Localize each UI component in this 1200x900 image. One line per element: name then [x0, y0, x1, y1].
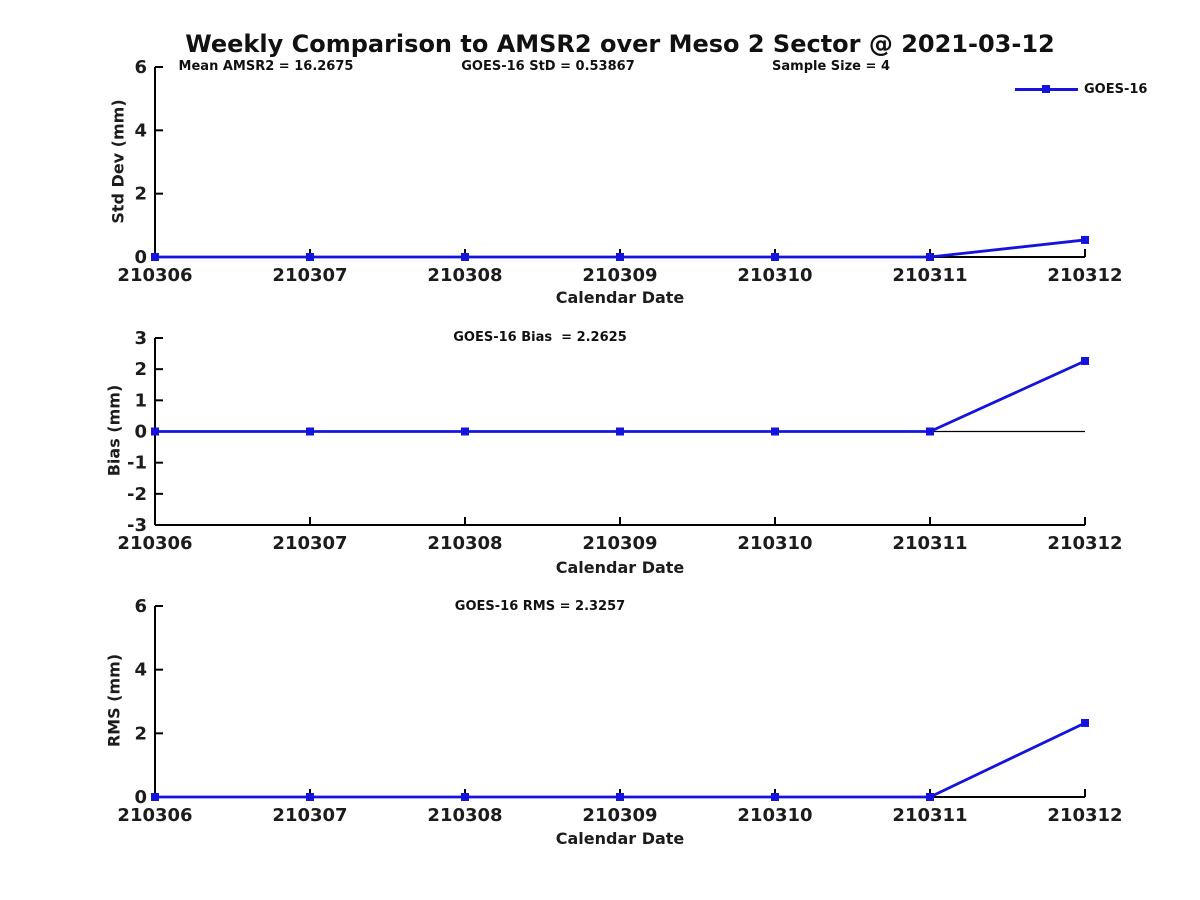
data-marker	[306, 427, 314, 436]
data-marker	[616, 253, 624, 261]
x-tick-label: 210308	[427, 805, 502, 826]
y-tick-label: 2	[134, 723, 147, 744]
x-axis-label-calendar-date-2: Calendar Date	[555, 558, 685, 577]
y-tick-label: 4	[134, 660, 147, 681]
y-tick-label: 1	[134, 390, 147, 411]
x-tick-label: 210310	[737, 265, 812, 286]
x-tick-label: 210307	[272, 265, 347, 286]
data-marker	[771, 427, 779, 436]
y-tick-label: 0	[134, 422, 147, 443]
x-tick-label: 210306	[117, 805, 192, 826]
stat-goes16-std: GOES-16 StD = 0.53867	[461, 59, 635, 74]
y-tick-label: 3	[134, 328, 147, 349]
data-marker	[1081, 235, 1089, 244]
x-tick-label: 210307	[272, 805, 347, 826]
x-tick-label: 210311	[892, 265, 967, 286]
y-axis-label-std-dev: Std Dev (mm)	[108, 99, 128, 224]
y-tick-label: 0	[134, 247, 147, 268]
y-tick-label: -3	[127, 515, 147, 536]
y-tick-label: 6	[134, 596, 147, 617]
x-tick-label: 210309	[582, 265, 657, 286]
x-tick-label: 210309	[582, 533, 657, 554]
x-tick-label: 210310	[737, 805, 812, 826]
data-marker	[306, 793, 314, 801]
data-marker	[771, 793, 779, 801]
x-tick-label: 210307	[272, 533, 347, 554]
data-marker	[616, 793, 624, 801]
y-tick-label: 4	[134, 120, 147, 141]
y-axis-label-rms: RMS (mm)	[104, 653, 124, 748]
data-marker	[461, 793, 469, 801]
data-marker	[151, 253, 159, 261]
data-marker	[151, 793, 159, 801]
legend-square-marker-icon	[1042, 85, 1050, 93]
stat-goes16-bias: GOES-16 Bias = 2.2625	[453, 330, 627, 345]
y-tick-label: -1	[127, 453, 147, 474]
x-tick-label: 210311	[892, 805, 967, 826]
y-tick-label: 2	[134, 359, 147, 380]
data-marker	[461, 253, 469, 261]
y-tick-label: -2	[127, 484, 147, 505]
x-tick-label: 210308	[427, 533, 502, 554]
data-marker	[306, 253, 314, 261]
data-line-bias-vs-date	[155, 359, 1086, 433]
x-tick-label: 210309	[582, 805, 657, 826]
x-tick-label: 210312	[1047, 805, 1122, 826]
data-marker	[1081, 356, 1089, 365]
stat-goes16-rms: GOES-16 RMS = 2.3257	[454, 599, 626, 614]
data-marker	[616, 427, 624, 436]
page-title: Weekly Comparison to AMSR2 over Meso 2 S…	[185, 30, 1055, 58]
stat-sample-size: Sample Size = 4	[772, 59, 890, 74]
data-marker	[926, 793, 934, 801]
y-axis-label-bias: Bias (mm)	[104, 384, 124, 477]
x-tick-label: 210306	[117, 533, 192, 554]
data-marker	[1081, 718, 1089, 727]
x-tick-label: 210312	[1047, 265, 1122, 286]
y-tick-label: 2	[134, 184, 147, 205]
data-marker	[461, 427, 469, 436]
stat-mean-amsr2: Mean AMSR2 = 16.2675	[178, 59, 354, 74]
x-tick-label: 210308	[427, 265, 502, 286]
x-tick-label: 210311	[892, 533, 967, 554]
x-axis-label-calendar-date-3: Calendar Date	[555, 829, 685, 848]
y-tick-label: 6	[134, 57, 147, 78]
x-axis-label-calendar-date-1: Calendar Date	[555, 288, 685, 307]
legend: GOES-16	[1015, 81, 1185, 98]
data-marker	[926, 427, 934, 436]
data-marker	[771, 253, 779, 261]
legend-label: GOES-16	[1084, 82, 1148, 97]
data-marker	[926, 253, 934, 261]
x-tick-label: 210310	[737, 533, 812, 554]
x-tick-label: 210306	[117, 265, 192, 286]
data-line-rms-vs-date	[155, 721, 1086, 799]
data-marker	[151, 427, 159, 436]
x-tick-label: 210312	[1047, 533, 1122, 554]
y-tick-label: 0	[134, 787, 147, 808]
